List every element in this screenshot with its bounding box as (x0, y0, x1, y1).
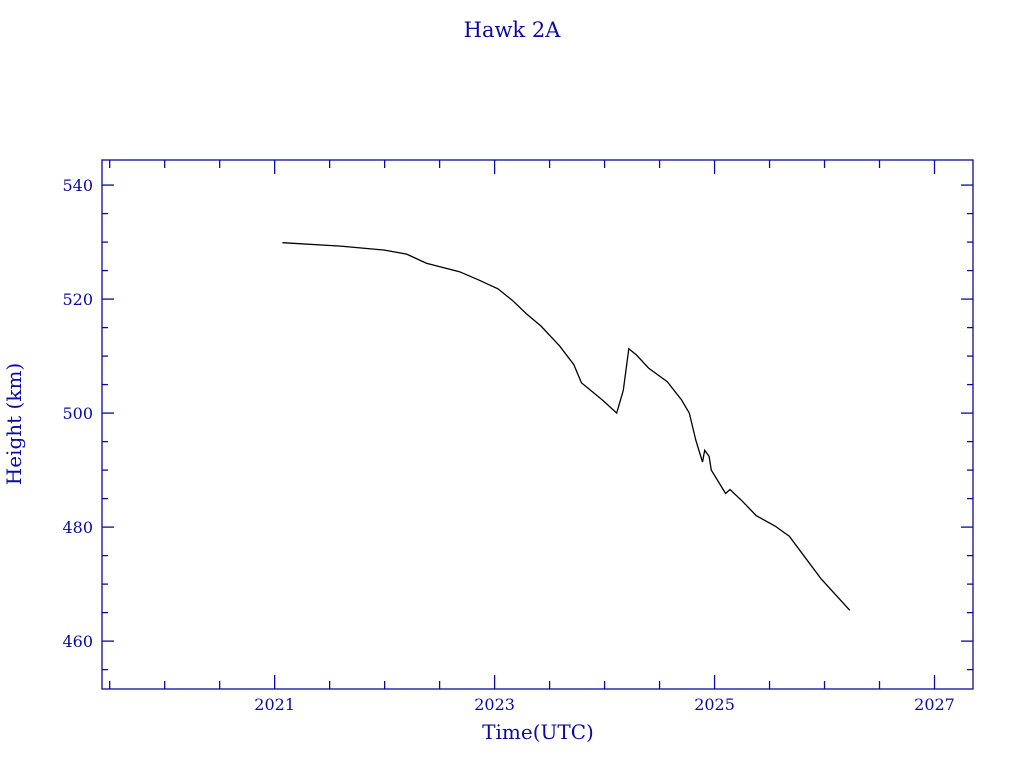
y-tick-label: 520 (62, 290, 93, 309)
x-tick-label: 2021 (254, 695, 295, 714)
y-tick-label: 540 (62, 176, 93, 195)
axis-ticks (102, 160, 973, 689)
y-axis-label: Height (km) (2, 363, 26, 485)
y-tick-label: 480 (62, 518, 93, 537)
y-tick-label: 500 (62, 404, 93, 423)
x-axis-label: Time(UTC) (482, 720, 594, 744)
x-tick-label: 2027 (914, 695, 955, 714)
chart-title: Hawk 2A (464, 18, 562, 42)
x-tick-label: 2023 (474, 695, 515, 714)
tick-labels: 2021 2023 2025 2027 460 480 500 520 540 (62, 176, 954, 714)
x-tick-label: 2025 (694, 695, 735, 714)
y-tick-label: 460 (62, 632, 93, 651)
plot-frame (101, 159, 974, 690)
series-line (282, 242, 851, 611)
